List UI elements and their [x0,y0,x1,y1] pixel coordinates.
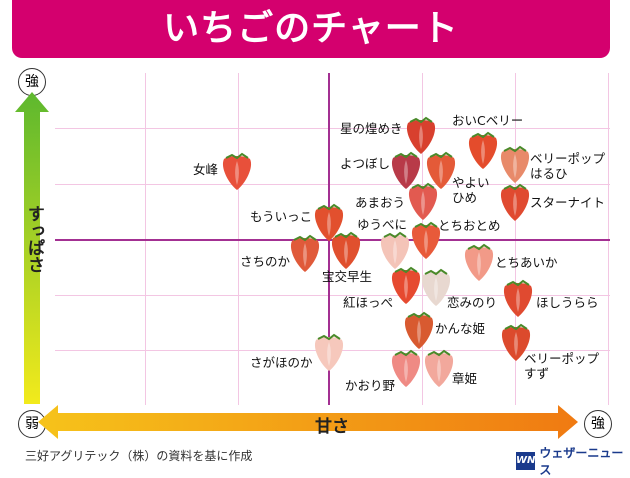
strawberry-image [408,182,438,220]
y-axis-label: すっぱさ [24,205,44,273]
strawberry-image [468,131,498,169]
variety-label: 紅ほっぺ [343,295,394,310]
weathernews-logo: WN ウェザーニュース [516,444,630,478]
strawberry-image [406,116,436,154]
variety-label: やよいひめ [452,175,490,205]
variety-label: ベリーポップはるひ [530,151,606,181]
variety-label: 章姫 [452,371,478,386]
strawberry-image [411,221,441,259]
variety-label: とちあいか [495,255,558,270]
strawberry-image [500,145,530,183]
variety-label: よつぼし [340,156,391,171]
strawberry-image [500,183,530,221]
strawberry-image [314,333,344,371]
x-high-marker: 強 [584,410,612,438]
sourness-arrow [15,92,49,404]
variety-label: あまおう [355,195,406,210]
strawberry-image [380,231,410,269]
variety-label: 宝交早生 [322,269,373,284]
variety-label: 恋みのり [447,295,498,310]
variety-label: ベリーポップすず [524,351,600,381]
variety-label: ゆうべに [357,217,408,232]
strawberry-image [391,266,421,304]
strawberry-image [391,349,421,387]
strawberry-image [404,311,434,349]
strawberry-image [421,268,451,306]
variety-label: 女峰 [193,162,219,177]
variety-label: さちのか [240,254,291,269]
variety-label: もういっこ [250,209,313,224]
strawberry-image [391,151,421,189]
variety-label: 星の煌めき [340,121,403,136]
variety-label: とちおとめ [438,218,501,233]
variety-label: ほしうらら [536,295,599,310]
strawberry-image [331,231,361,269]
strawberry-image [290,234,320,272]
logo-mark: WN [516,452,536,470]
variety-label: スターナイト [530,195,606,210]
strawberry-image [464,243,494,281]
variety-label: さがほのか [250,355,313,370]
sweetness-arrow [38,405,578,439]
strawberry-image [424,349,454,387]
x-axis-label: 甘さ [315,417,349,437]
strawberry-image [426,151,456,189]
strawberry-image [501,323,531,361]
source-note: 三好アグリテック（株）の資料を基に作成 [25,449,253,463]
variety-label: おいCベリー [452,113,524,128]
strawberry-image [503,279,533,317]
y-high-marker: 強 [18,68,46,96]
strawberry-image [222,152,252,190]
strawberry-image [314,203,344,241]
chart-title: いちごのチャート [12,0,610,58]
variety-label: かおり野 [345,378,396,393]
variety-label: かんな姫 [435,321,486,336]
